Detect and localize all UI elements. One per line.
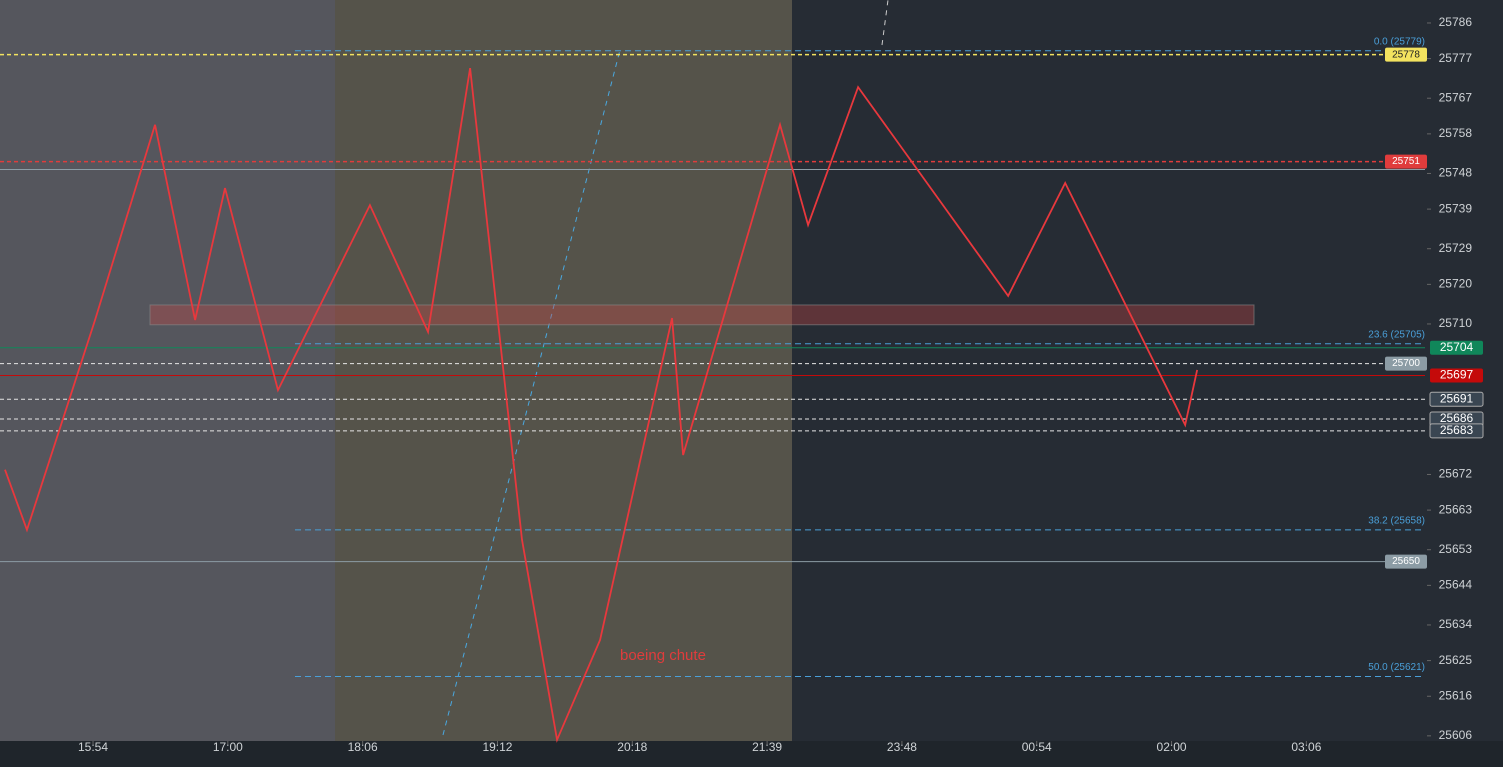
price-badge-label: 25691 xyxy=(1440,391,1474,405)
y-tick-label: 25786 xyxy=(1439,15,1473,29)
x-tick-label: 19:12 xyxy=(482,740,512,754)
x-tick-label: 20:18 xyxy=(617,740,647,754)
session-bg xyxy=(792,0,1503,741)
x-tick-label: 15:54 xyxy=(78,740,108,754)
x-tick-label: 17:00 xyxy=(213,740,243,754)
y-tick-label: 25672 xyxy=(1439,467,1473,481)
y-tick-label: 25634 xyxy=(1439,617,1473,631)
y-tick-label: 25663 xyxy=(1439,502,1473,516)
price-badge xyxy=(1385,554,1427,569)
y-tick-label: 25710 xyxy=(1439,316,1473,330)
y-tick-label: 25777 xyxy=(1439,51,1473,65)
zone xyxy=(149,304,1255,326)
session-bg xyxy=(0,0,335,741)
price-badge xyxy=(1385,47,1427,62)
x-tick-label: 03:06 xyxy=(1291,740,1321,754)
y-tick-label: 25729 xyxy=(1439,241,1473,255)
price-badge xyxy=(1385,154,1427,169)
fib-label: 38.2 (25658) xyxy=(1368,516,1425,527)
y-tick-label: 25625 xyxy=(1439,653,1473,667)
y-tick-label: 25606 xyxy=(1439,728,1473,742)
price-badge xyxy=(1430,368,1483,383)
fib-label: 50.0 (25621) xyxy=(1368,662,1425,673)
y-tick-label: 25767 xyxy=(1439,90,1473,104)
price-badge xyxy=(1430,340,1483,355)
y-tick-label: 25616 xyxy=(1439,688,1473,702)
price-badge-label: 25683 xyxy=(1440,423,1474,437)
price-badge-label: 25650 xyxy=(1392,556,1420,567)
x-axis-bg xyxy=(0,741,1503,767)
price-badge-label: 25704 xyxy=(1440,340,1474,354)
x-tick-label: 21:39 xyxy=(752,740,782,754)
y-tick-label: 25739 xyxy=(1439,201,1473,215)
price-badge-label: 25778 xyxy=(1392,49,1420,60)
x-tick-label: 23:48 xyxy=(887,740,917,754)
price-badge xyxy=(1429,423,1484,439)
zigzag-line xyxy=(4,67,1199,743)
y-tick-label: 25653 xyxy=(1439,542,1473,556)
annotation: boeing chute xyxy=(620,647,706,664)
x-tick-label: 00:54 xyxy=(1022,740,1052,754)
trend-line xyxy=(881,0,889,46)
price-badge-label: 25697 xyxy=(1440,368,1474,382)
y-tick-label: 25748 xyxy=(1439,166,1473,180)
x-tick-label: 02:00 xyxy=(1157,740,1187,754)
y-tick-label: 25758 xyxy=(1439,126,1473,140)
price-badge xyxy=(1429,391,1484,407)
session-bg xyxy=(335,0,792,741)
price-badge-label: 25700 xyxy=(1392,358,1420,369)
price-badge-label: 25686 xyxy=(1440,411,1474,425)
fib-label: 23.6 (25705) xyxy=(1368,329,1425,340)
price-badge-label: 25751 xyxy=(1392,156,1420,167)
y-tick-label: 25644 xyxy=(1439,578,1473,592)
y-tick-label: 25720 xyxy=(1439,277,1473,291)
price-badge xyxy=(1385,356,1427,371)
trend-line xyxy=(442,49,621,736)
x-tick-label: 18:06 xyxy=(348,740,378,754)
fib-label: 0.0 (25779) xyxy=(1374,36,1425,47)
